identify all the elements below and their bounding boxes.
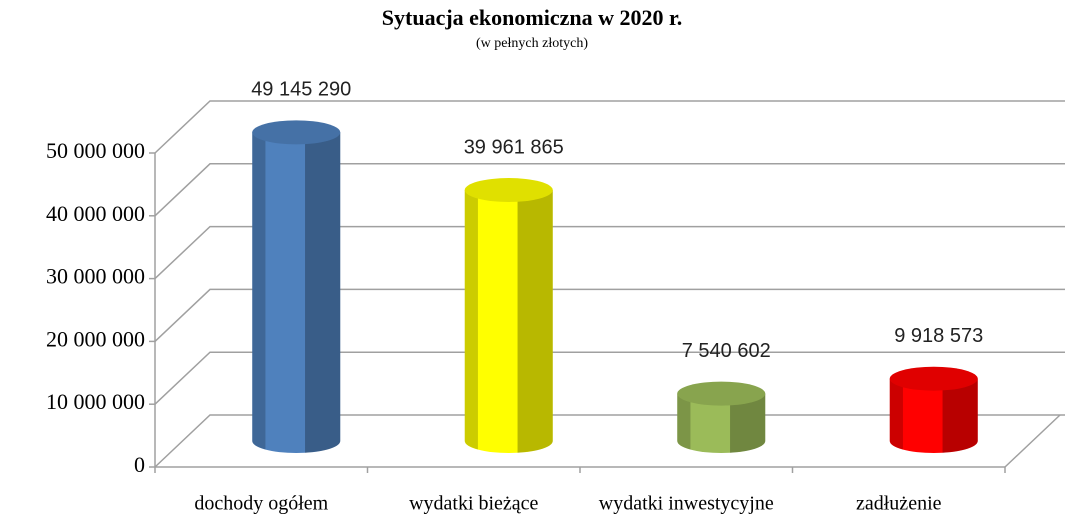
x-tick-label: dochody ogółem	[194, 493, 328, 515]
value-label: 49 145 290	[251, 79, 351, 101]
grid-line	[154, 225, 1065, 280]
value-label: 39 961 865	[464, 136, 564, 158]
bar-group	[464, 178, 553, 453]
axis-line	[1004, 414, 1061, 468]
bar	[464, 190, 553, 453]
bar-group	[252, 120, 341, 453]
bar-group	[677, 381, 766, 453]
x-tick-label: wydatki inwestycyjne	[599, 493, 774, 515]
value-label: 9 918 573	[894, 325, 983, 347]
bar	[252, 132, 341, 453]
bar-shade	[305, 132, 341, 453]
grid-line	[154, 163, 1065, 217]
bar-shade	[889, 378, 903, 450]
bar-top	[464, 178, 553, 203]
bar-top	[252, 120, 341, 145]
bar-shade	[677, 393, 691, 450]
y-tick-label: 50 000 000	[46, 138, 145, 163]
bar-shade	[942, 378, 978, 453]
bar-top-shade	[252, 120, 341, 145]
chart-subtitle: (w pełnych złotych)	[476, 36, 588, 51]
bar-group	[889, 366, 978, 453]
x-tick-label: zadłużenie	[856, 493, 942, 515]
bar-top	[889, 366, 978, 391]
chart-title: Sytuacja ekonomiczna w 2020 r.	[382, 5, 682, 30]
y-tick-label: 40 000 000	[46, 201, 145, 226]
y-tick-label: 20 000 000	[46, 326, 145, 351]
grid-line	[154, 414, 1065, 468]
y-tick-label: 0	[134, 452, 145, 477]
x-tick-label: wydatki bieżące	[409, 493, 538, 515]
bar-shade	[730, 393, 766, 453]
bar-shade	[464, 190, 478, 450]
bar-top-shade	[677, 381, 766, 406]
value-label: 7 540 602	[682, 340, 771, 362]
grid-line	[154, 351, 1065, 405]
bar-top-shade	[889, 366, 978, 391]
bar-shade	[252, 132, 266, 450]
bar	[889, 378, 978, 453]
y-tick-label: 30 000 000	[46, 264, 145, 289]
bar-shade	[517, 190, 553, 453]
grid-line	[154, 100, 1065, 154]
bar-top	[677, 381, 766, 406]
bar-top-shade	[464, 178, 553, 203]
grid-line	[154, 288, 1065, 342]
bar	[677, 393, 766, 453]
y-tick-label: 10 000 000	[46, 389, 145, 414]
